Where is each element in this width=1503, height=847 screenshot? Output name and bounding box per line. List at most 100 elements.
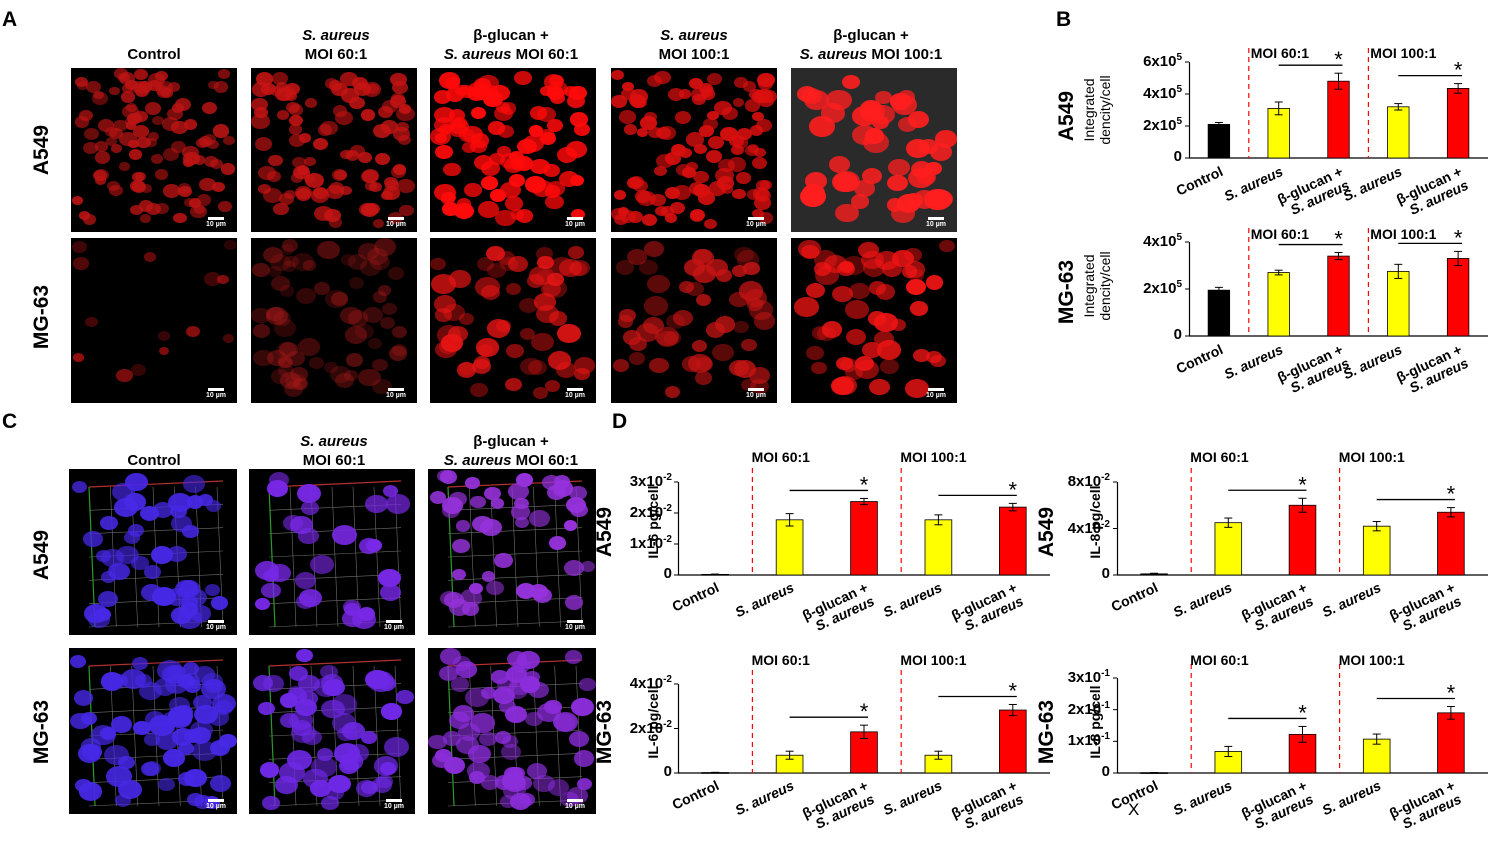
nucleus bbox=[504, 377, 522, 392]
nucleus bbox=[717, 159, 735, 173]
nucleus bbox=[266, 306, 285, 322]
nucleus bbox=[267, 265, 282, 277]
nucleus bbox=[119, 162, 130, 171]
nucleus bbox=[359, 258, 382, 276]
nucleus bbox=[558, 258, 583, 278]
scale-bar-line bbox=[567, 388, 583, 391]
nucleus bbox=[171, 120, 188, 134]
bar-3 bbox=[924, 519, 953, 576]
nucleus bbox=[187, 792, 204, 807]
nucleus bbox=[141, 183, 153, 193]
panel-a-header-line2: Control bbox=[127, 46, 181, 63]
nucleus bbox=[83, 531, 103, 547]
y-tick-label: 1x10-1 bbox=[1030, 731, 1110, 749]
chart-y-label: IL-8 pg/cell bbox=[1087, 485, 1103, 559]
nucleus bbox=[511, 504, 531, 520]
nucleus bbox=[325, 290, 348, 309]
tick-base: 4x10 bbox=[629, 675, 664, 692]
nucleus bbox=[292, 378, 309, 391]
chart-y-label: Integrated dencity/cell bbox=[1081, 221, 1113, 351]
nucleus bbox=[749, 125, 764, 136]
tick-base: 3x10 bbox=[629, 473, 664, 490]
nucleus bbox=[373, 238, 397, 257]
y-tick-label: 3x10-2 bbox=[592, 472, 672, 490]
nucleus bbox=[531, 332, 555, 351]
nucleus bbox=[627, 176, 643, 189]
nucleus bbox=[736, 172, 751, 184]
tick-exponent: 5 bbox=[1176, 232, 1182, 243]
nucleus bbox=[455, 520, 471, 533]
nucleus bbox=[286, 373, 308, 391]
x-label-italic: S. aureus bbox=[880, 777, 945, 819]
tick-exponent: -2 bbox=[1101, 518, 1110, 530]
nucleus bbox=[506, 343, 525, 359]
nucleus bbox=[704, 218, 718, 229]
nucleus bbox=[554, 714, 575, 731]
nucleus bbox=[563, 560, 584, 577]
nucleus bbox=[328, 217, 342, 228]
nucleus bbox=[930, 354, 946, 367]
nucleus bbox=[255, 72, 274, 87]
nucleus bbox=[216, 274, 230, 285]
nucleus bbox=[864, 127, 885, 144]
nucleus bbox=[270, 275, 290, 291]
panel-a-header-1: S. aureus MOI 60:1 bbox=[250, 26, 422, 64]
tick-exponent: -2 bbox=[663, 534, 672, 545]
y-tick-label: 4x105 bbox=[1102, 232, 1182, 250]
nucleus bbox=[317, 240, 340, 259]
nucleus bbox=[741, 338, 758, 352]
panel-a-header-0: Control bbox=[68, 26, 240, 64]
nucleus bbox=[134, 69, 148, 81]
nucleus bbox=[556, 323, 581, 344]
scale-bar-label: 10 µm bbox=[926, 392, 946, 399]
nucleus bbox=[84, 128, 99, 141]
nucleus bbox=[319, 121, 338, 136]
nucleus bbox=[95, 550, 112, 563]
nucleus bbox=[472, 516, 493, 533]
nucleus bbox=[845, 300, 870, 320]
nucleus bbox=[392, 326, 408, 339]
nucleus bbox=[128, 524, 145, 537]
nucleus bbox=[514, 497, 529, 510]
nucleus bbox=[253, 349, 274, 366]
nucleus bbox=[479, 732, 497, 747]
panel-c-header-line2: S. aureus MOI 60:1 bbox=[425, 451, 597, 470]
scale-bar-line bbox=[567, 620, 583, 623]
nucleus bbox=[524, 711, 543, 727]
nucleus bbox=[611, 70, 624, 81]
panel-a-header-italic: S. aureus bbox=[443, 46, 512, 63]
nucleus bbox=[157, 86, 172, 98]
nucleus bbox=[384, 180, 399, 192]
nucleus bbox=[924, 188, 952, 211]
nucleus bbox=[279, 285, 295, 297]
nucleus bbox=[535, 304, 559, 324]
nucleus bbox=[647, 75, 663, 88]
nucleus bbox=[569, 86, 588, 101]
panel-a-header-line2: S. aureus MOI 100:1 bbox=[785, 45, 957, 64]
nucleus bbox=[74, 116, 90, 128]
micrograph-a-r0-c3: 10 µm bbox=[611, 68, 777, 232]
nucleus bbox=[347, 310, 368, 327]
nucleus bbox=[270, 369, 289, 384]
tick-exponent: -1 bbox=[1101, 731, 1110, 743]
nucleus bbox=[324, 361, 339, 373]
nucleus bbox=[382, 484, 398, 497]
scale-bar-label: 10 µm bbox=[206, 221, 226, 228]
nucleus bbox=[358, 368, 381, 387]
nucleus bbox=[448, 492, 467, 507]
nucleus bbox=[167, 81, 181, 93]
nucleus bbox=[462, 141, 476, 153]
panel-c-header-2: β-glucan + S. aureus MOI 60:1 bbox=[425, 432, 597, 470]
nucleus bbox=[867, 311, 886, 326]
nucleus bbox=[266, 350, 287, 367]
nucleus bbox=[152, 115, 165, 126]
nucleus bbox=[441, 503, 460, 518]
nucleus bbox=[636, 127, 649, 137]
nucleus bbox=[224, 240, 237, 251]
nucleus bbox=[82, 142, 98, 155]
nucleus bbox=[826, 89, 852, 111]
row-label-mg63-a: MG-63 bbox=[30, 284, 53, 350]
nucleus bbox=[313, 206, 333, 222]
nucleus bbox=[452, 569, 467, 581]
axis-red bbox=[268, 480, 402, 488]
